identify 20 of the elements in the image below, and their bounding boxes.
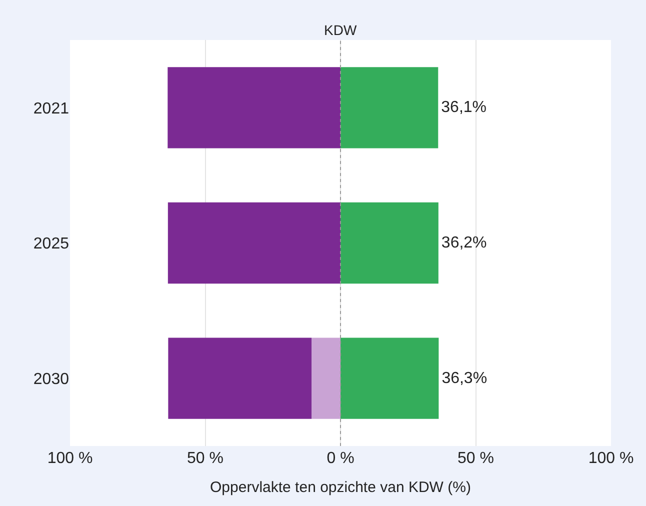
x-tick-label: 0 % <box>326 450 354 467</box>
x-tick-label: 50 % <box>458 450 494 467</box>
bar <box>340 202 438 284</box>
x-tick-label: 100 % <box>588 450 634 467</box>
bar <box>168 67 340 148</box>
data-label: 36,3% <box>442 370 488 387</box>
y-tick-label: 2025 <box>33 236 70 253</box>
ref-line-label: KDW <box>324 22 358 38</box>
data-label: 36,1% <box>441 99 487 116</box>
bar <box>340 67 438 148</box>
data-label: 36,2% <box>441 234 487 252</box>
bar <box>168 202 340 284</box>
x-tick-label: 100 % <box>47 450 93 467</box>
y-tick-label: 2021 <box>33 100 70 118</box>
bar <box>340 338 439 419</box>
bar <box>168 338 312 419</box>
x-tick-label: 50 % <box>187 450 224 467</box>
x-axis-title: Oppervlakte ten opzichte van KDW (%) <box>210 479 471 496</box>
y-tick-label: 2030 <box>33 370 70 388</box>
bar <box>312 338 340 419</box>
